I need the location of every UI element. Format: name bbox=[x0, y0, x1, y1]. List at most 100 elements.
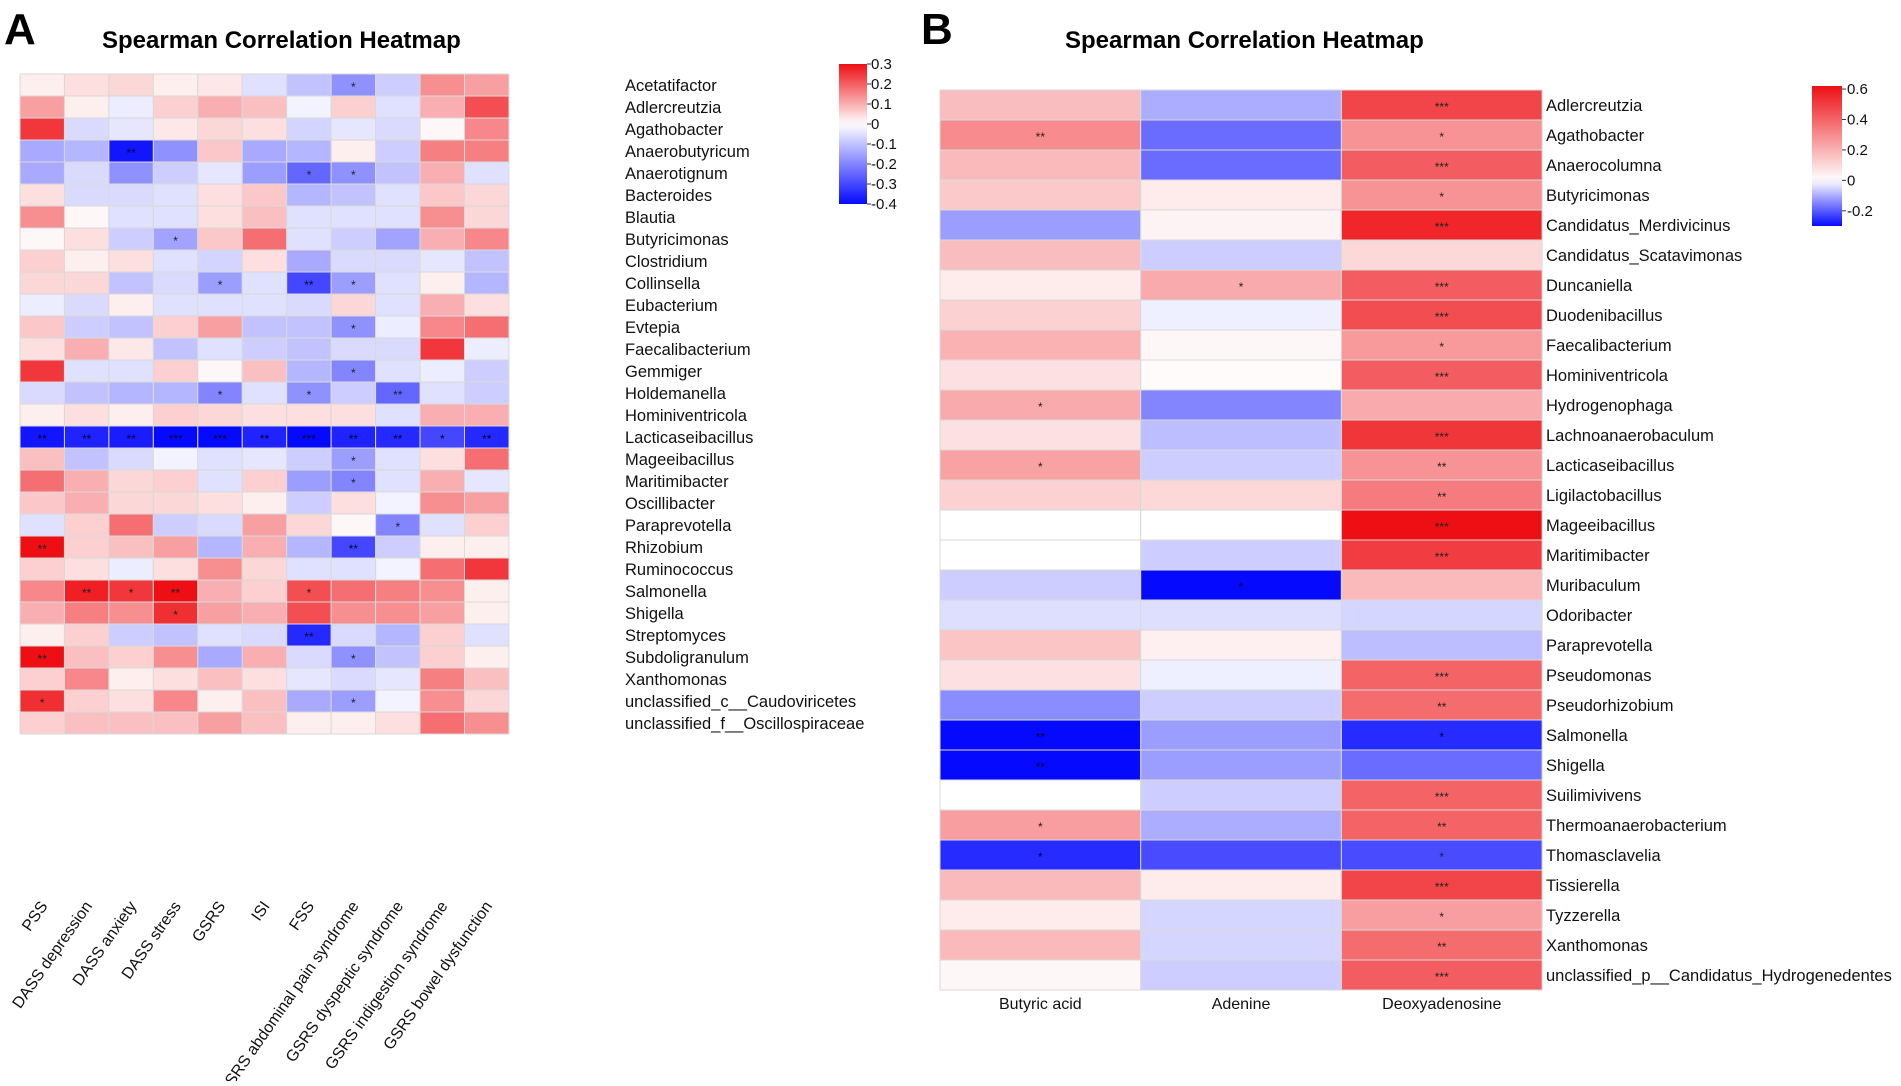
panel-b-label: B bbox=[921, 5, 953, 54]
heatmap-cell-a bbox=[464, 249, 510, 273]
heatmap-cell-a bbox=[63, 601, 110, 625]
heatmap-cell-a bbox=[63, 513, 110, 537]
heatmap-cell-a bbox=[464, 315, 510, 339]
row-label-a: Shigella bbox=[625, 605, 685, 623]
heatmap-cell-a bbox=[63, 447, 110, 471]
heatmap-cell-a bbox=[241, 117, 288, 141]
heatmap-cell-b bbox=[1140, 869, 1342, 901]
heatmap-cell-a bbox=[152, 535, 199, 559]
heatmap-cell-a bbox=[152, 315, 199, 339]
significance-star-b: * bbox=[1439, 910, 1444, 924]
row-label-b: Tissierella bbox=[1546, 877, 1620, 895]
heatmap-cell-a bbox=[19, 623, 65, 647]
heatmap-cell-a bbox=[375, 535, 421, 559]
heatmap-cell-b bbox=[1140, 509, 1342, 541]
row-label-b: Candidatus_Scatavimonas bbox=[1546, 247, 1742, 265]
heatmap-cell-a bbox=[375, 205, 421, 229]
row-label-a: Subdoligranulum bbox=[625, 649, 749, 667]
heatmap-cell-b bbox=[1340, 569, 1543, 601]
heatmap-cell-a bbox=[241, 227, 288, 251]
heatmap-cell-b bbox=[939, 719, 1142, 751]
heatmap-cell-b bbox=[1340, 929, 1543, 961]
significance-star-b: *** bbox=[1435, 220, 1449, 234]
colorbar-gradient-a bbox=[839, 64, 867, 204]
heatmap-cell-a bbox=[286, 293, 332, 317]
heatmap-cell-a bbox=[197, 557, 243, 581]
row-label-a: Evtepia bbox=[625, 319, 681, 337]
heatmap-cell-a bbox=[19, 161, 65, 185]
heatmap-cell-a bbox=[197, 117, 243, 141]
colorbar-tick-label-a: 0.1 bbox=[871, 96, 892, 113]
heatmap-cell-a bbox=[108, 557, 154, 581]
significance-star-b: ** bbox=[1036, 730, 1046, 744]
heatmap-cell-a bbox=[197, 139, 243, 163]
heatmap-cell-a bbox=[19, 117, 65, 141]
heatmap-cell-a bbox=[464, 117, 510, 141]
heatmap-cell-a bbox=[241, 667, 288, 691]
heatmap-cell-a bbox=[63, 271, 110, 295]
row-label-b: Odoribacter bbox=[1546, 607, 1633, 625]
heatmap-cell-a bbox=[419, 227, 465, 251]
heatmap-cell-b bbox=[939, 479, 1142, 511]
heatmap-cell-b bbox=[1340, 299, 1543, 331]
heatmap-cell-b bbox=[1340, 419, 1543, 451]
row-label-b: Paraprevotella bbox=[1546, 637, 1653, 655]
row-label-a: Rhizobium bbox=[625, 539, 703, 557]
heatmap-cell-a bbox=[286, 117, 332, 141]
heatmap-cell-a bbox=[241, 711, 288, 735]
heatmap-cell-a bbox=[419, 667, 465, 691]
column-label-a: PSS bbox=[19, 899, 51, 935]
heatmap-cell-b bbox=[939, 569, 1142, 601]
heatmap-cell-a bbox=[19, 73, 65, 97]
significance-star-b: *** bbox=[1435, 550, 1449, 564]
heatmap-cell-b bbox=[1340, 689, 1543, 721]
heatmap-cell-b bbox=[1140, 779, 1342, 811]
significance-star-a: ** bbox=[393, 388, 403, 402]
heatmap-cell-a bbox=[197, 161, 243, 185]
significance-star-b: *** bbox=[1435, 280, 1449, 294]
heatmap-cell-a bbox=[152, 689, 199, 713]
significance-star-b: *** bbox=[1435, 160, 1449, 174]
significance-star-b: *** bbox=[1435, 430, 1449, 444]
heatmap-cell-a bbox=[19, 557, 65, 581]
heatmap-cell-a bbox=[286, 513, 332, 537]
heatmap-cell-a bbox=[152, 469, 199, 493]
significance-star-a: ** bbox=[82, 432, 92, 446]
significance-star-b: * bbox=[1038, 460, 1043, 474]
heatmap-cell-a bbox=[108, 161, 154, 185]
heatmap-cell-a bbox=[197, 205, 243, 229]
heatmap-cell-a bbox=[375, 183, 421, 207]
row-label-a: Anaerobutyricum bbox=[625, 143, 750, 161]
heatmap-cell-a bbox=[63, 205, 110, 229]
heatmap-cell-a bbox=[197, 469, 243, 493]
heatmap-cell-a bbox=[419, 469, 465, 493]
heatmap-cell-a bbox=[241, 73, 288, 97]
heatmap-cell-a bbox=[63, 139, 110, 163]
heatmap-cell-a bbox=[152, 205, 199, 229]
heatmap-cell-b bbox=[1340, 239, 1543, 271]
significance-star-a: ** bbox=[260, 432, 270, 446]
heatmap-cell-a bbox=[330, 227, 377, 251]
heatmap-cell-a bbox=[375, 601, 421, 625]
row-label-b: Thomasclavelia bbox=[1546, 847, 1661, 865]
heatmap-cell-a bbox=[286, 95, 332, 119]
heatmap-cell-b bbox=[939, 209, 1142, 241]
heatmap-cell-b bbox=[1140, 209, 1342, 241]
significance-star-b: * bbox=[1439, 190, 1444, 204]
heatmap-cell-a bbox=[375, 73, 421, 97]
significance-star-a: * bbox=[218, 388, 223, 402]
heatmap-cell-a bbox=[375, 447, 421, 471]
row-label-a: Acetatifactor bbox=[625, 77, 717, 95]
heatmap-cell-a bbox=[108, 337, 154, 361]
heatmap-cell-a bbox=[108, 271, 154, 295]
heatmap-cell-b bbox=[1140, 689, 1342, 721]
heatmap-cell-a bbox=[286, 557, 332, 581]
heatmap-cell-a bbox=[419, 205, 465, 229]
heatmap-cell-a bbox=[197, 315, 243, 339]
row-label-b: Hydrogenophaga bbox=[1546, 397, 1673, 415]
heatmap-cell-a bbox=[108, 205, 154, 229]
heatmap-cell-a bbox=[63, 623, 110, 647]
heatmap-cell-a bbox=[375, 469, 421, 493]
row-label-b: Hominiventricola bbox=[1546, 367, 1669, 385]
heatmap-cell-a bbox=[375, 117, 421, 141]
